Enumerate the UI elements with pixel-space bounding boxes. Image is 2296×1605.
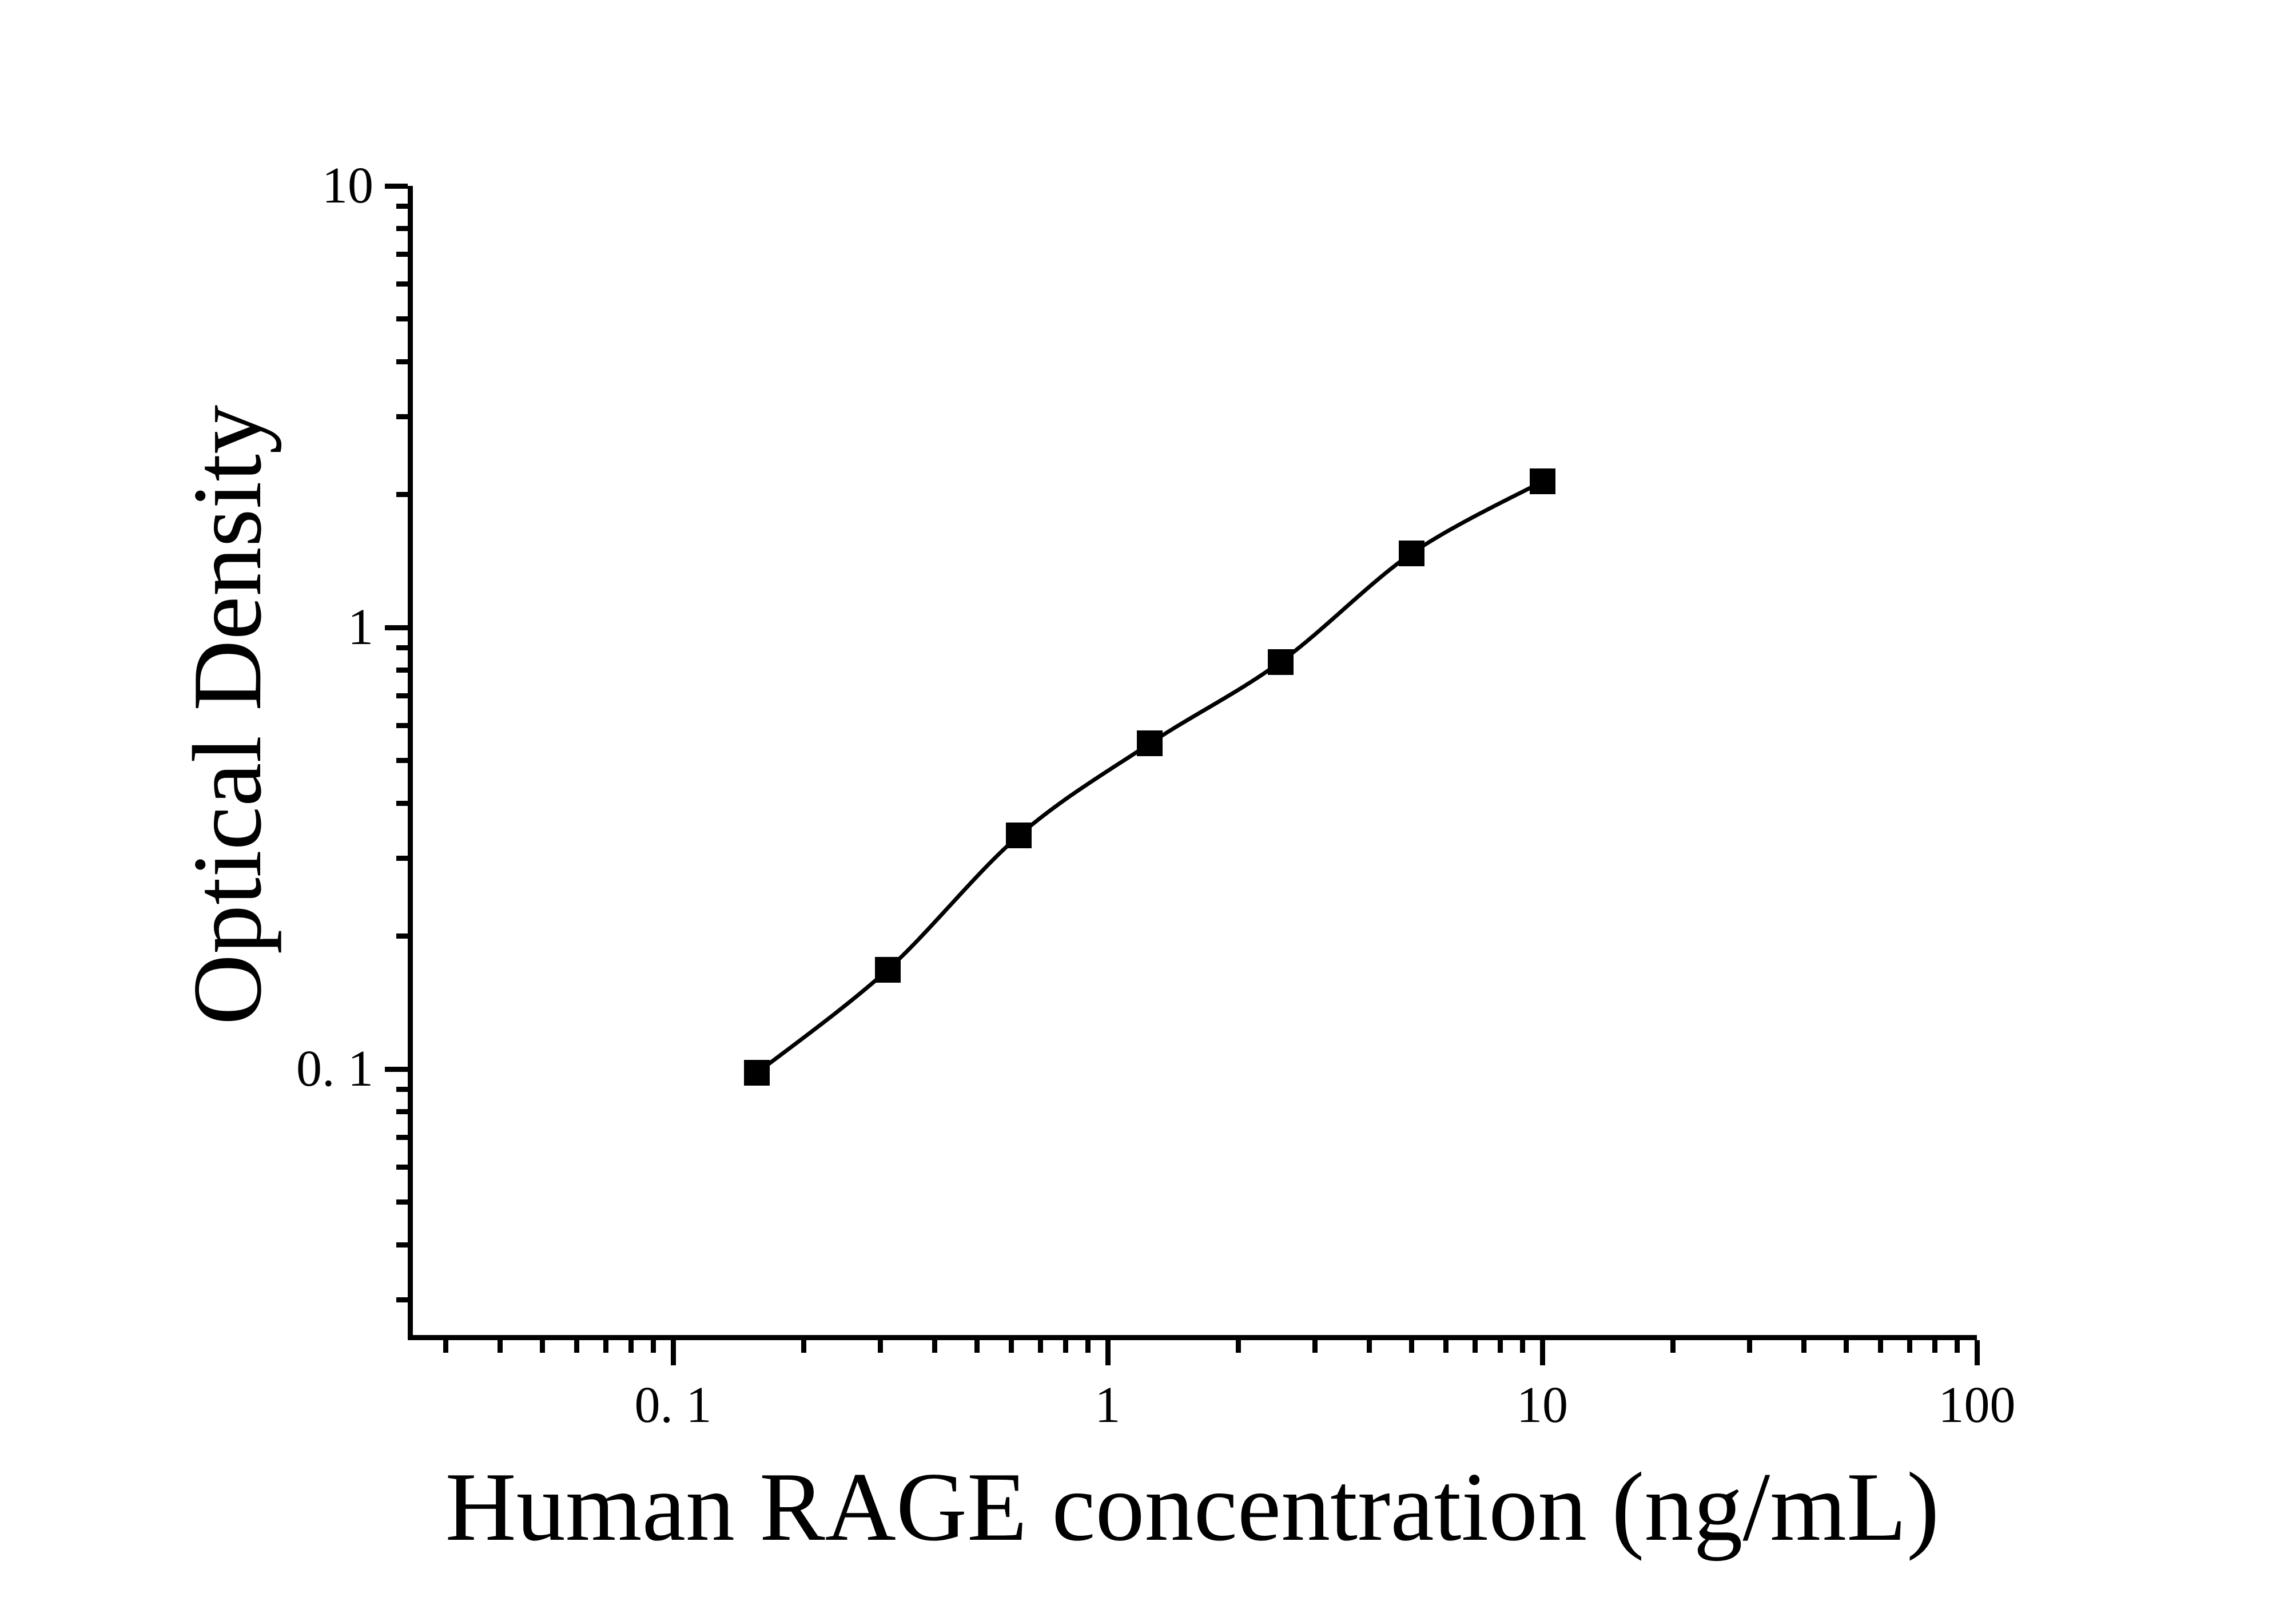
x-tick-label: 100 <box>1938 1377 2016 1433</box>
y-tick-label: 10 <box>322 157 373 214</box>
x-minor-tick <box>1932 1340 1937 1353</box>
x-minor-tick <box>801 1340 807 1353</box>
y-major-tick <box>385 183 408 189</box>
x-minor-tick <box>1236 1340 1241 1353</box>
x-minor-tick <box>1037 1340 1043 1353</box>
x-minor-tick <box>574 1340 579 1353</box>
x-minor-tick <box>498 1340 503 1353</box>
x-minor-tick <box>1367 1340 1372 1353</box>
x-minor-tick <box>1519 1340 1525 1353</box>
data-point-marker <box>1137 730 1163 757</box>
y-minor-tick <box>396 316 408 321</box>
data-point-marker <box>875 956 901 983</box>
x-major-tick <box>1105 1340 1111 1365</box>
x-major-tick <box>1539 1340 1545 1365</box>
x-axis-title: Human RAGE concentration (ng/mL) <box>445 1453 1940 1562</box>
x-minor-tick <box>1085 1340 1091 1353</box>
y-minor-tick <box>396 492 408 498</box>
x-minor-tick <box>603 1340 608 1353</box>
y-minor-tick <box>396 668 408 673</box>
data-point-marker <box>1267 649 1294 675</box>
y-minor-tick <box>396 800 408 806</box>
y-tick-label: 0. 1 <box>296 1040 373 1097</box>
x-minor-tick <box>539 1340 545 1353</box>
y-minor-tick <box>396 203 408 209</box>
y-minor-tick <box>396 1164 408 1170</box>
y-minor-tick <box>396 757 408 763</box>
x-minor-tick <box>628 1340 634 1353</box>
y-minor-tick <box>396 1199 408 1205</box>
x-minor-tick <box>1843 1340 1849 1353</box>
x-minor-tick <box>878 1340 884 1353</box>
x-tick-label: 1 <box>1095 1377 1121 1433</box>
x-minor-tick <box>1747 1340 1753 1353</box>
x-minor-tick <box>1670 1340 1676 1353</box>
y-minor-tick <box>396 1297 408 1303</box>
y-axis-title: Optical Density <box>173 404 282 1026</box>
y-minor-tick <box>396 414 408 420</box>
y-minor-tick <box>396 1242 408 1248</box>
y-minor-tick <box>396 933 408 939</box>
y-major-tick <box>385 625 408 630</box>
y-minor-tick <box>396 693 408 699</box>
data-point-marker <box>1006 823 1032 849</box>
data-point-marker <box>1398 541 1424 567</box>
y-minor-tick <box>396 252 408 257</box>
y-minor-tick <box>396 281 408 287</box>
x-major-tick <box>1974 1340 1980 1365</box>
y-minor-tick <box>396 1135 408 1141</box>
y-minor-tick <box>396 226 408 232</box>
data-point-marker <box>744 1060 770 1086</box>
y-minor-tick <box>396 359 408 364</box>
y-minor-tick <box>396 1109 408 1115</box>
x-minor-tick <box>1497 1340 1503 1353</box>
x-minor-tick <box>932 1340 938 1353</box>
x-minor-tick <box>650 1340 656 1353</box>
x-tick-label: 10 <box>1517 1377 1568 1433</box>
y-minor-tick <box>396 856 408 861</box>
y-minor-tick <box>396 722 408 728</box>
x-minor-tick <box>1443 1340 1449 1353</box>
x-major-tick <box>670 1340 676 1365</box>
fitted-curve-path <box>755 479 1543 1075</box>
x-minor-tick <box>974 1340 980 1353</box>
x-minor-tick <box>1312 1340 1318 1353</box>
y-tick-label: 1 <box>348 599 373 655</box>
x-minor-tick <box>1801 1340 1807 1353</box>
x-minor-tick <box>1408 1340 1414 1353</box>
x-minor-tick <box>1877 1340 1883 1353</box>
data-point-marker <box>1529 468 1555 495</box>
x-minor-tick <box>1954 1340 1960 1353</box>
plot-area <box>408 186 1977 1340</box>
y-minor-tick <box>396 645 408 650</box>
x-tick-label: 0. 1 <box>634 1377 712 1433</box>
y-major-tick <box>385 1066 408 1072</box>
x-minor-tick <box>443 1340 449 1353</box>
x-minor-tick <box>1907 1340 1912 1353</box>
y-minor-tick <box>396 1086 408 1092</box>
x-minor-tick <box>1472 1340 1478 1353</box>
x-minor-tick <box>1008 1340 1014 1353</box>
x-minor-tick <box>1063 1340 1068 1353</box>
